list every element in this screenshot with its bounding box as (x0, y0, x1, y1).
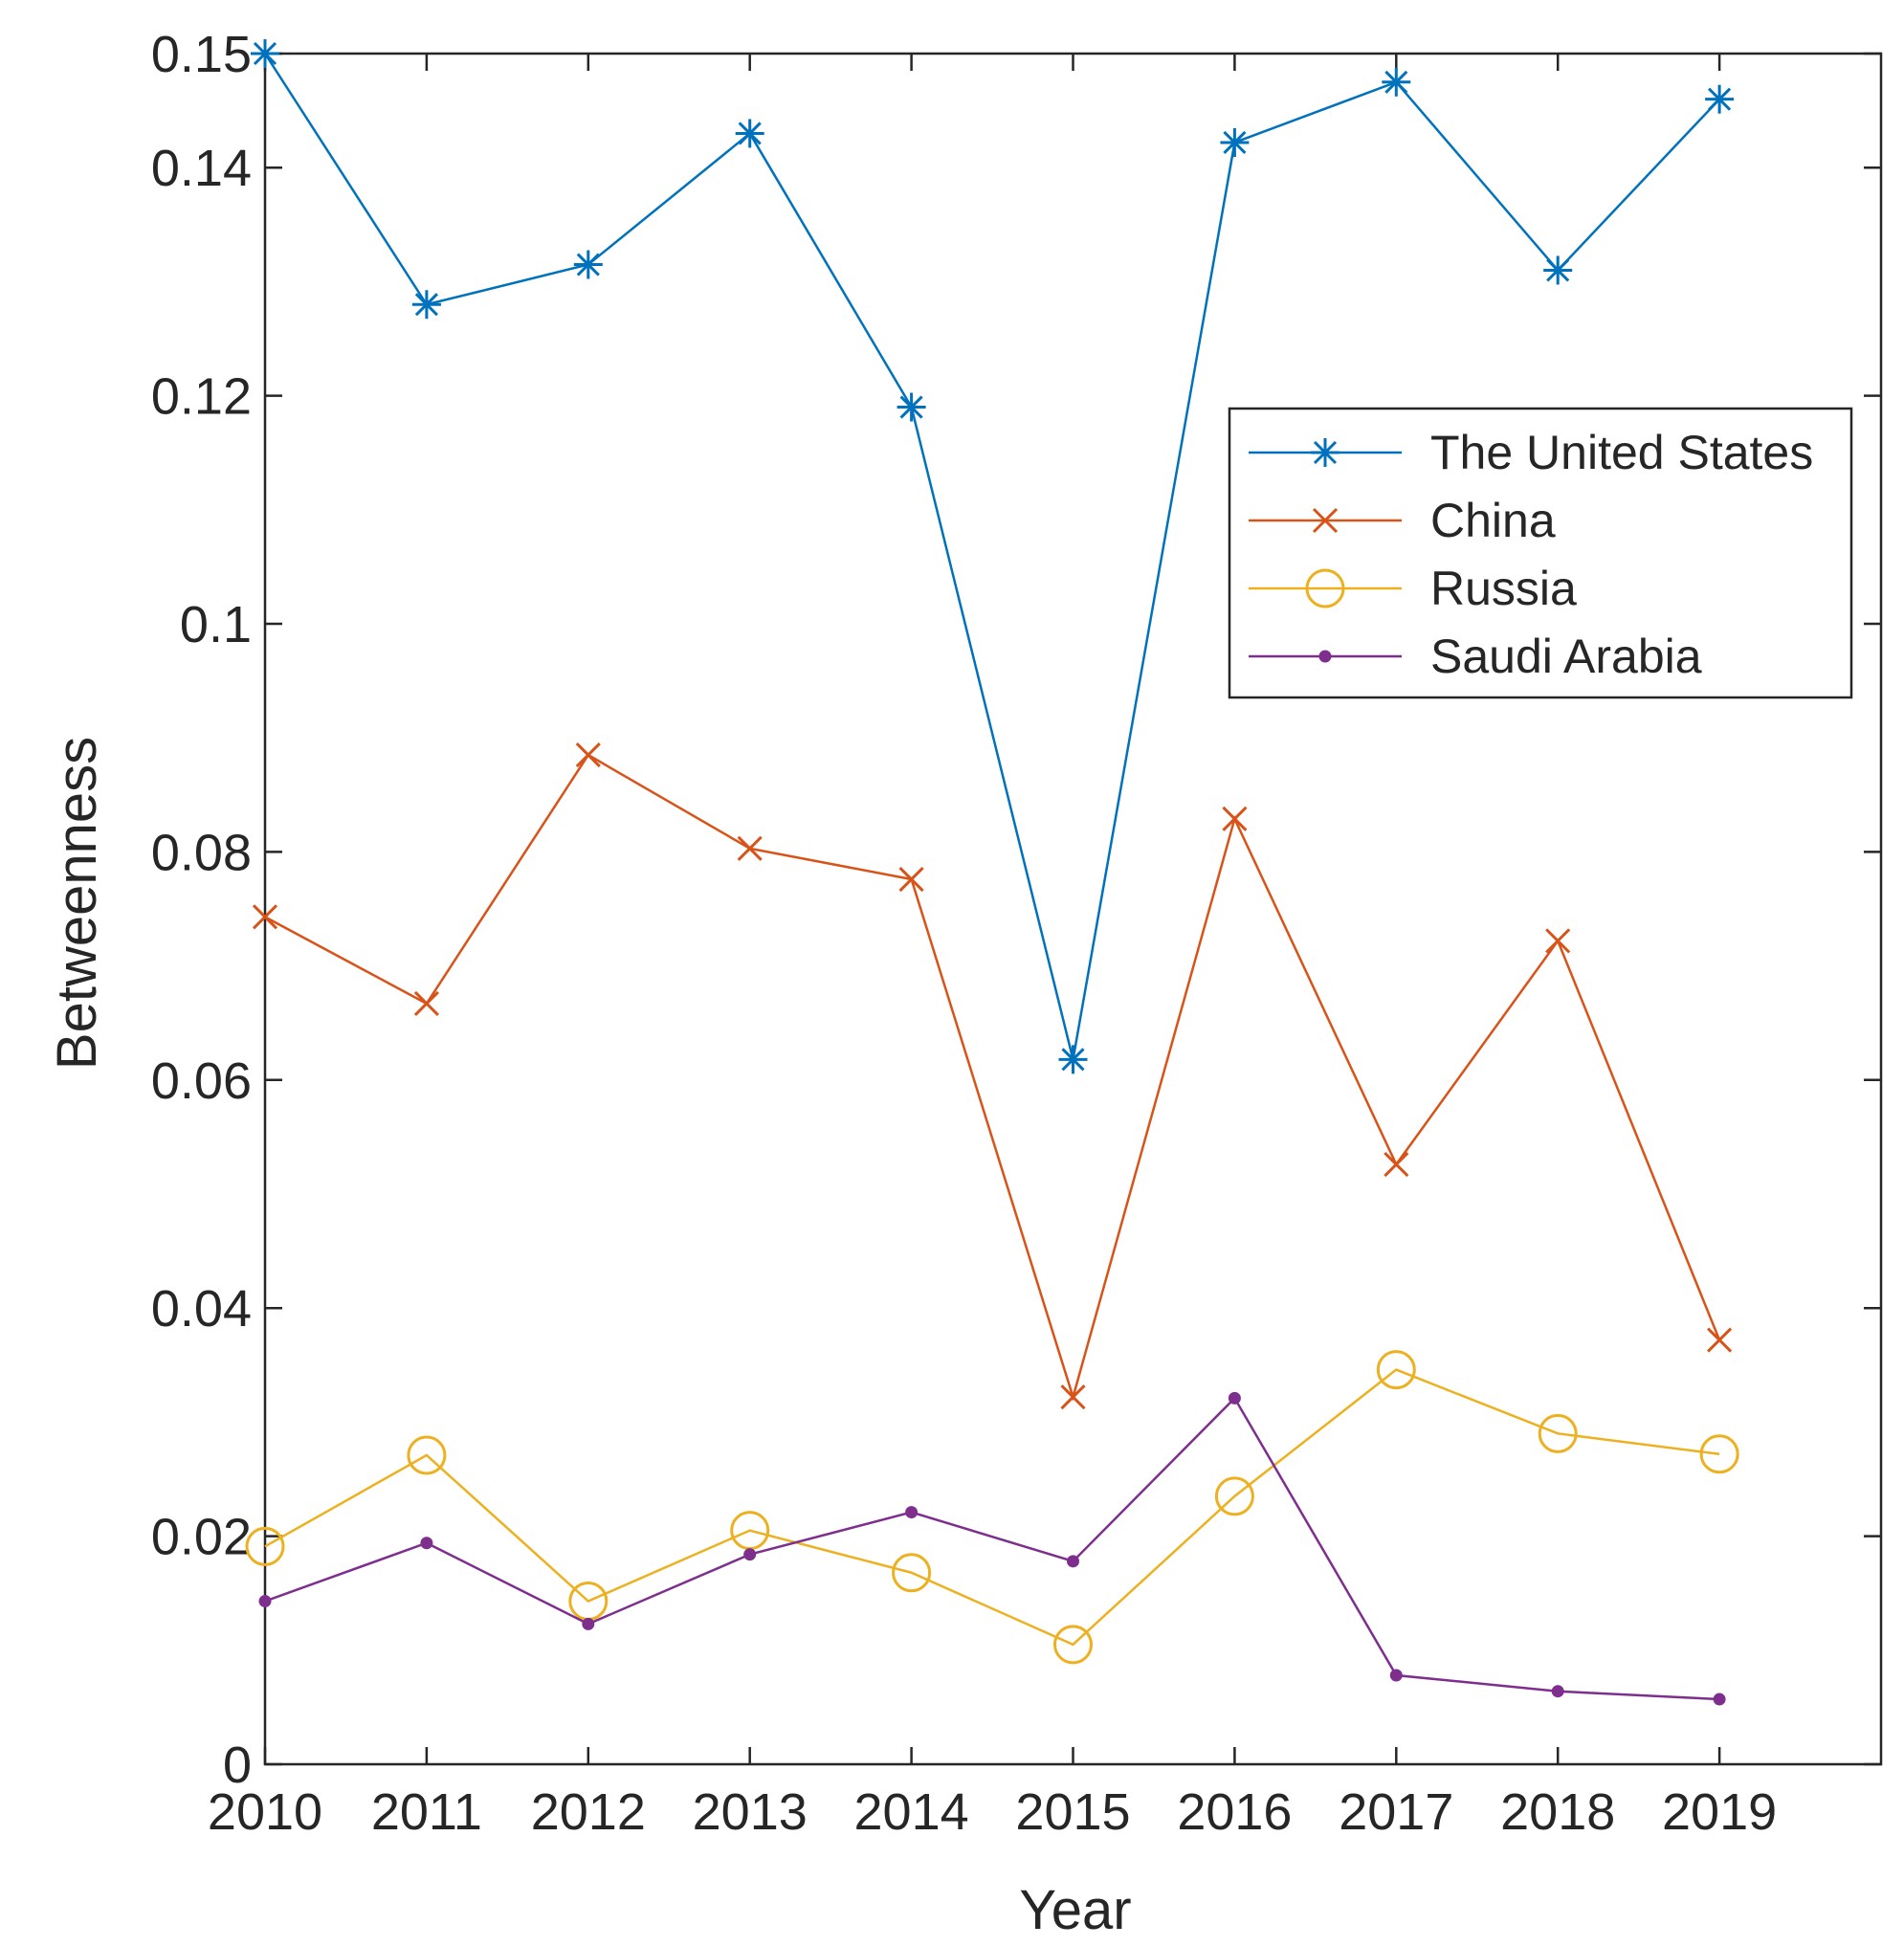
plot-area-box (263, 52, 1883, 1766)
data-point-russia (1376, 1350, 1416, 1390)
data-point-saudi-arabia (582, 1617, 595, 1630)
legend-marker-saudi-arabia (1318, 650, 1332, 663)
data-point-saudi-arabia (905, 1506, 919, 1519)
data-point-china (575, 742, 601, 768)
series-line-saudi-arabia (264, 1396, 1720, 1701)
y-tick-label: 0.1 (180, 596, 252, 653)
legend-marker-china (1312, 507, 1339, 534)
legend-marker-the-united-states (1311, 438, 1339, 467)
data-point-the-united-states (1220, 127, 1250, 157)
data-point-saudi-arabia (258, 1595, 272, 1608)
legend-box (1228, 407, 1853, 699)
data-point-china (1384, 1151, 1409, 1178)
legend-label-china: China (1430, 494, 1556, 547)
data-point-the-united-states (735, 119, 764, 148)
x-tick-label: 2016 (1177, 1783, 1292, 1841)
data-point-saudi-arabia (743, 1548, 757, 1561)
series-line-china (264, 753, 1721, 1402)
y-tick-label: 0.12 (151, 368, 252, 426)
y-tick-label: 0 (223, 1737, 252, 1794)
y-tick-label: 0.14 (151, 140, 252, 197)
data-point-saudi-arabia (1551, 1685, 1564, 1698)
data-point-china (898, 866, 924, 893)
x-tick-label: 2018 (1500, 1783, 1615, 1841)
x-axis-label: Year (1019, 1879, 1131, 1941)
x-tick-label: 2013 (693, 1783, 808, 1841)
legend-label-saudi-arabia: Saudi Arabia (1430, 630, 1702, 683)
data-point-russia (407, 1435, 447, 1475)
data-point-china (413, 990, 439, 1016)
data-point-saudi-arabia (1713, 1693, 1726, 1706)
legend-label-the-united-states: The United States (1430, 426, 1813, 479)
data-point-the-united-states (897, 392, 926, 422)
x-tick-label: 2010 (208, 1783, 322, 1841)
data-point-russia (892, 1553, 932, 1593)
x-tick-label: 2017 (1339, 1783, 1453, 1841)
x-tick-label: 2019 (1662, 1783, 1777, 1841)
data-point-saudi-arabia (1067, 1555, 1079, 1568)
data-point-russia (1538, 1413, 1578, 1453)
data-point-the-united-states (251, 39, 279, 68)
legend-label-russia: Russia (1430, 562, 1577, 615)
data-point-china (1060, 1384, 1086, 1410)
data-point-the-united-states (1382, 67, 1411, 97)
y-tick-label: 0.02 (151, 1509, 252, 1566)
data-point-china (1545, 928, 1571, 954)
data-point-russia (1699, 1434, 1739, 1474)
data-point-russia (1053, 1625, 1093, 1665)
data-point-the-united-states (1058, 1045, 1088, 1074)
data-point-china (1222, 806, 1248, 831)
data-point-russia (245, 1526, 285, 1566)
y-tick-label: 0.15 (151, 26, 252, 83)
data-point-china (737, 835, 763, 861)
x-tick-label: 2011 (371, 1783, 482, 1841)
data-point-china (252, 904, 278, 930)
data-point-the-united-states (1705, 84, 1735, 114)
y-tick-label: 0.04 (151, 1280, 252, 1338)
y-tick-label: 0.06 (151, 1052, 252, 1110)
x-tick-label: 2014 (854, 1783, 969, 1841)
x-tick-label: 2012 (531, 1783, 646, 1841)
x-tick-label: 2015 (1015, 1783, 1130, 1841)
y-axis-label: Betweenness (46, 737, 108, 1070)
data-point-the-united-states (573, 250, 603, 279)
data-point-china (1707, 1327, 1733, 1353)
y-tick-label: 0.08 (151, 824, 252, 881)
data-point-saudi-arabia (1389, 1669, 1403, 1682)
series-line-the-united-states (263, 53, 1721, 1060)
data-point-the-united-states (411, 290, 441, 320)
data-point-saudi-arabia (1228, 1391, 1241, 1405)
data-point-russia (1214, 1476, 1254, 1516)
data-point-saudi-arabia (420, 1537, 433, 1550)
series-line-russia (264, 1368, 1720, 1647)
data-point-the-united-states (1543, 255, 1573, 285)
legend-marker-russia (1305, 568, 1345, 608)
